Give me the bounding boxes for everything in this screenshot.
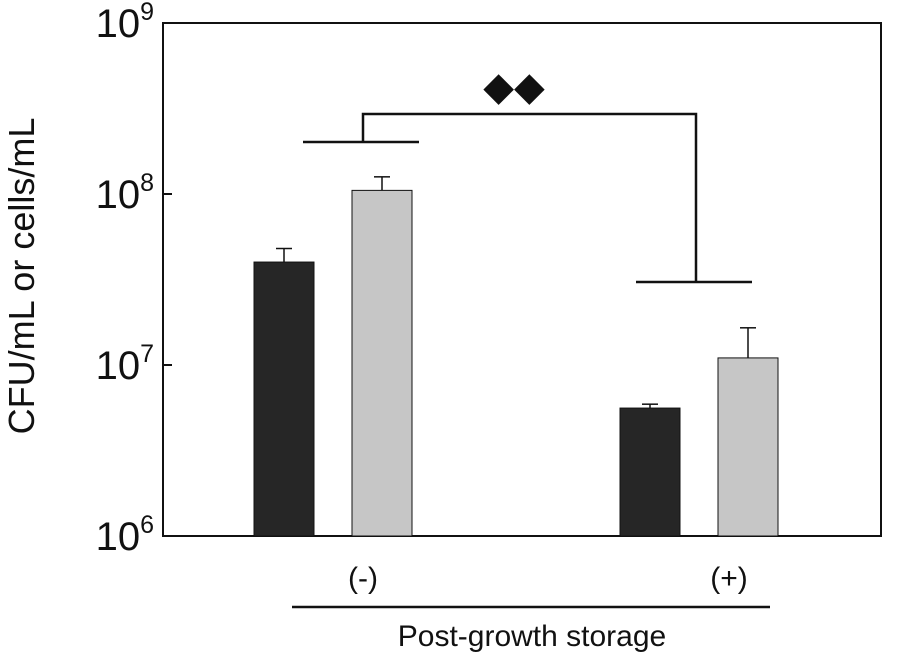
x-axis-categories: (-) (+) [348,562,748,595]
x-category-label: (+) [710,562,748,595]
bars [253,176,779,537]
bar-series2-plus [717,357,779,537]
y-axis-ticks: 106 107 108 109 [96,0,172,559]
significance-bracket [303,112,752,284]
y-tick-label: 107 [96,340,154,388]
x-axis-title: Post-growth storage [398,620,666,653]
bracket-connector [361,112,698,282]
plot-frame [162,22,882,537]
bar-series1-minus [253,261,315,537]
bar-series1-plus [619,407,681,537]
y-axis-title: CFU/mL or cells/mL [1,118,42,435]
significance-marker: ◆◆ [483,65,545,109]
bar-series2-minus [351,189,413,537]
x-category-label: (-) [348,562,378,595]
y-tick-label: 108 [96,169,154,217]
y-tick-label: 109 [96,0,154,46]
y-tick-label: 106 [96,511,154,559]
